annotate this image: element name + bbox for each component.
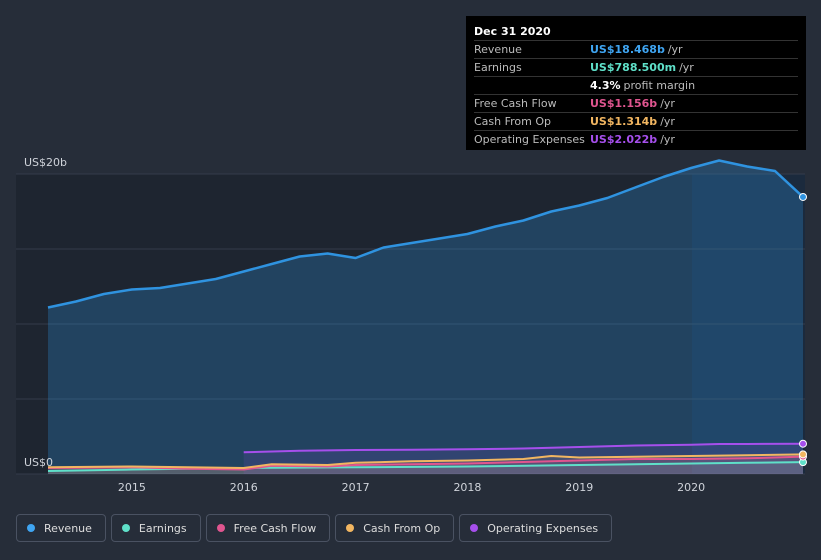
tooltip-row-value: US$788.500m [590, 61, 677, 74]
tooltip-row-value: US$1.156b [590, 97, 658, 110]
legend-dot-icon [121, 524, 130, 532]
revenue-area [48, 160, 803, 474]
x-tick-label: 2018 [453, 481, 481, 494]
tooltip-row-label: Earnings [474, 61, 522, 74]
tooltip-row-value: US$1.314b [590, 115, 658, 128]
revenue-line [47, 159, 804, 309]
tooltip-row: Earnings US$788.500m/yr [474, 59, 798, 77]
legend-item-free-cash-flow[interactable]: Free Cash Flow [205, 514, 331, 542]
y-axis-bottom-label: US$0 [24, 456, 53, 469]
legend-dot-icon [27, 524, 35, 532]
legend-label: Revenue [44, 521, 92, 535]
legend-dot-icon [346, 524, 355, 532]
legend-dot-icon [470, 524, 479, 532]
tooltip-row-label: Free Cash Flow [474, 97, 557, 110]
legend: Revenue Earnings Free Cash Flow Cash From O… [16, 514, 613, 542]
tooltip-row: 4.3% profit margin [474, 77, 798, 95]
legend-label: Free Cash Flow [233, 521, 317, 535]
x-tick-label: 2017 [342, 481, 370, 494]
tooltip-row-label: Revenue [474, 43, 522, 56]
legend-dot-icon [216, 524, 225, 532]
tooltip-row-value: US$18.468b [590, 43, 665, 56]
legend-item-cash-from-op[interactable]: Cash From Op [335, 514, 455, 542]
tooltip-row-unit: /yr [660, 115, 675, 128]
legend-label: Operating Expenses [487, 521, 599, 535]
free-cash-flow-line [47, 455, 804, 471]
tooltip-row-label: Cash From Op [474, 115, 552, 128]
tooltip-row-unit: /yr [660, 133, 675, 146]
legend-item-revenue[interactable]: Revenue [16, 514, 106, 542]
chart: 2015 2016 2017 2018 2019 2020 US$20b US$0 [16, 156, 807, 494]
tooltip-row: Revenue US$18.468b/yr [474, 41, 798, 59]
tooltip-row-unit: /yr [679, 61, 694, 74]
tooltip-row: Operating Expenses US$2.022b/yr [474, 131, 798, 148]
legend-item-operating-expenses[interactable]: Operating Expenses [459, 514, 613, 542]
tooltip-row-label: Operating Expenses [474, 133, 585, 146]
y-axis-top-label: US$20b [24, 156, 67, 169]
x-tick-label: 2019 [565, 481, 593, 494]
tooltip-row-unit: /yr [660, 97, 675, 110]
tooltip-date: Dec 31 2020 [474, 23, 798, 41]
revenue-endpoint [799, 192, 807, 201]
x-tick-label: 2020 [677, 481, 705, 494]
x-tick-label: 2015 [118, 481, 146, 494]
legend-item-earnings[interactable]: Earnings [110, 514, 201, 542]
operating-expenses-endpoint [799, 439, 807, 448]
tooltip-row: Free Cash Flow US$1.156b/yr [474, 95, 798, 113]
tooltip-row-value: US$2.022b [590, 133, 658, 146]
tooltip-row-unit: profit margin [623, 79, 696, 92]
operating-expenses-line [243, 442, 804, 454]
tooltip-row-unit: /yr [667, 43, 683, 56]
tooltip: Dec 31 2020 Revenue US$18.468b/yr Earnings… [466, 16, 806, 150]
x-tick-label: 2016 [230, 481, 258, 494]
tooltip-row-label [474, 77, 590, 94]
legend-label: Cash From Op [363, 521, 441, 535]
legend-label: Earnings [138, 521, 187, 535]
tooltip-row-value: 4.3% [590, 79, 621, 92]
tooltip-row: Cash From Op US$1.314b/yr [474, 113, 798, 131]
cash-from-op-line [47, 453, 804, 469]
cash-from-op-endpoint [799, 450, 807, 459]
